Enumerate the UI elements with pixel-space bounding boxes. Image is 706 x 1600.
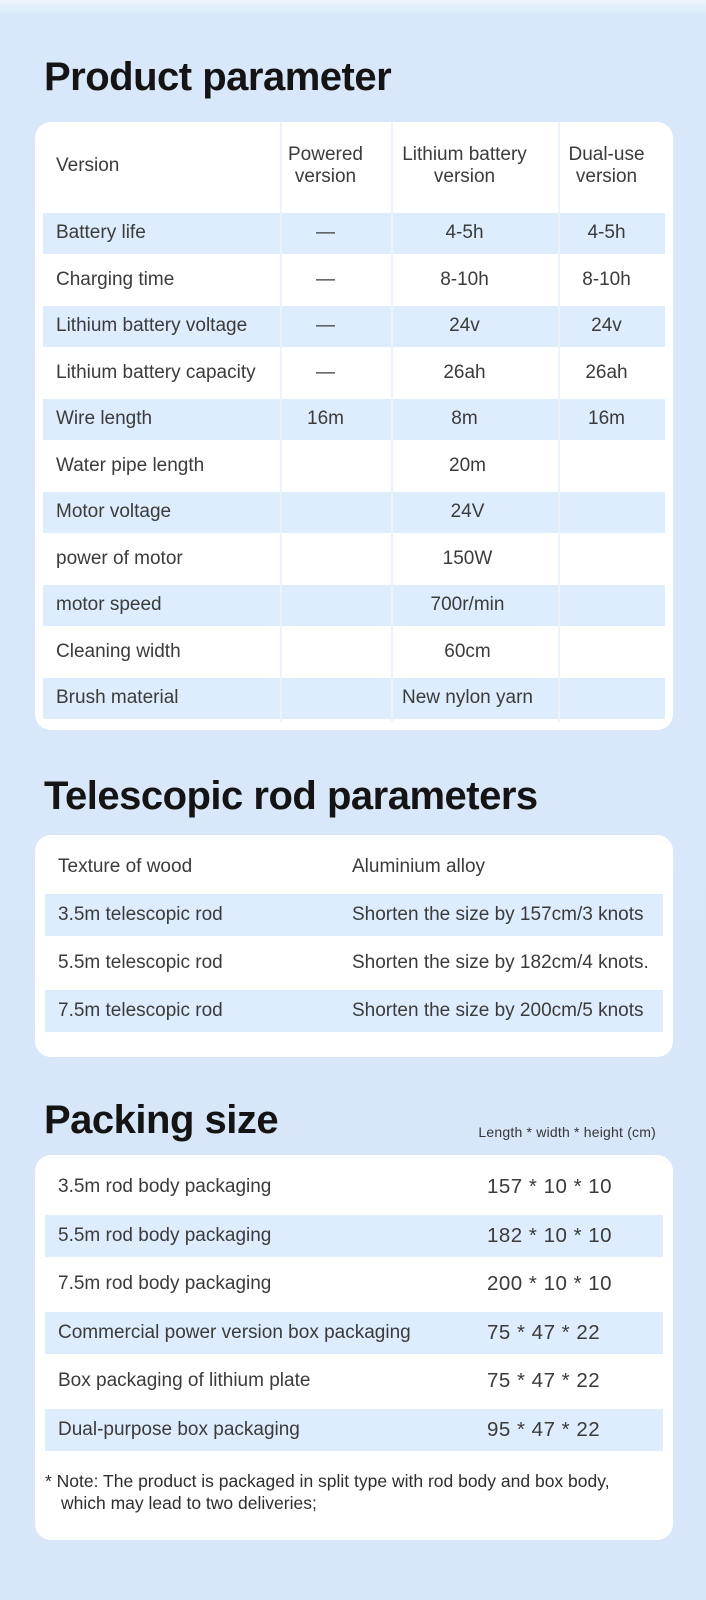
table-header-row: Version Powered version Lithium battery … bbox=[43, 122, 665, 210]
row-label: Battery life bbox=[56, 222, 146, 244]
column-divider bbox=[558, 122, 560, 722]
table-row: Lithium battery capacity — 26ah 26ah bbox=[43, 350, 665, 397]
column-header-version: Version bbox=[56, 155, 120, 177]
row-value: 20m bbox=[449, 454, 486, 476]
column-header-lithium-battery-version: Lithium battery version bbox=[402, 144, 527, 187]
table-row: Dual-purpose box packaging 95 * 47 * 22 bbox=[45, 1405, 663, 1454]
table-row: Lithium battery voltage — 24v 24v bbox=[43, 303, 665, 350]
table-row: 7.5m telescopic rod Shorten the size by … bbox=[45, 987, 663, 1035]
packing-size-card: 3.5m rod body packaging 157 * 10 * 10 5.… bbox=[35, 1155, 673, 1540]
table-row: Brush material New nylon yarn bbox=[43, 675, 665, 722]
row-label: Cleaning width bbox=[56, 640, 181, 662]
table-row: Wire length 16m 8m 16m bbox=[43, 396, 665, 443]
row-value: 60cm bbox=[444, 640, 491, 662]
row-value: Shorten the size by 182cm/4 knots. bbox=[352, 952, 649, 974]
row-label: power of motor bbox=[56, 547, 183, 569]
row-label: Box packaging of lithium plate bbox=[58, 1370, 311, 1392]
row-value: 4-5h bbox=[445, 222, 484, 244]
row-value: — bbox=[316, 361, 335, 383]
row-value: 700r/min bbox=[430, 594, 505, 616]
row-value: Shorten the size by 200cm/5 knots bbox=[352, 1000, 644, 1022]
row-label: 7.5m rod body packaging bbox=[58, 1273, 272, 1295]
row-value: 8-10h bbox=[582, 268, 631, 290]
row-value: 150W bbox=[442, 547, 493, 569]
row-value: 8-10h bbox=[440, 268, 489, 290]
row-label: Motor voltage bbox=[56, 501, 172, 523]
row-label: 7.5m telescopic rod bbox=[58, 1000, 223, 1022]
table-row: Cleaning width 60cm bbox=[43, 629, 665, 676]
row-value: Aluminium alloy bbox=[352, 856, 486, 878]
table-row: Motor voltage 24V bbox=[43, 489, 665, 536]
row-value: 200 * 10 * 10 bbox=[487, 1272, 613, 1296]
row-label: Texture of wood bbox=[58, 856, 193, 878]
row-value: 75 * 47 * 22 bbox=[487, 1320, 601, 1344]
table-row: 3.5m rod body packaging 157 * 10 * 10 bbox=[45, 1163, 663, 1212]
column-header-dual-use-version: Dual-use version bbox=[568, 144, 645, 187]
table-row: Box packaging of lithium plate 75 * 47 *… bbox=[45, 1357, 663, 1406]
table-row: Battery life — 4-5h 4-5h bbox=[43, 210, 665, 257]
row-label: Dual-purpose box packaging bbox=[58, 1418, 300, 1440]
table-row: 3.5m telescopic rod Shorten the size by … bbox=[45, 891, 663, 939]
row-value: Shorten the size by 157cm/3 knots bbox=[352, 904, 644, 926]
row-value: 24V bbox=[450, 501, 485, 523]
table-row: 7.5m rod body packaging 200 * 10 * 10 bbox=[45, 1260, 663, 1309]
row-label: Water pipe length bbox=[56, 454, 205, 476]
column-divider bbox=[391, 122, 393, 722]
row-value: 75 * 47 * 22 bbox=[487, 1369, 601, 1393]
row-value: New nylon yarn bbox=[402, 687, 533, 709]
row-label: Lithium battery voltage bbox=[56, 315, 248, 337]
telescopic-rod-title: Telescopic rod parameters bbox=[44, 774, 538, 818]
table-row: 5.5m rod body packaging 182 * 10 * 10 bbox=[45, 1211, 663, 1260]
row-label: Wire length bbox=[56, 408, 153, 430]
row-value: — bbox=[316, 268, 335, 290]
row-label: 3.5m rod body packaging bbox=[58, 1176, 272, 1198]
row-label: 5.5m telescopic rod bbox=[58, 952, 223, 974]
table-row: motor speed 700r/min bbox=[43, 582, 665, 629]
row-value: — bbox=[316, 222, 335, 244]
row-value: 24v bbox=[449, 315, 480, 337]
row-value: 26ah bbox=[443, 361, 486, 383]
telescopic-rod-table: Texture of wood Aluminium alloy 3.5m tel… bbox=[45, 843, 663, 1035]
row-value: 26ah bbox=[585, 361, 628, 383]
product-parameter-table: Version Powered version Lithium battery … bbox=[43, 122, 665, 722]
packing-note: * Note: The product is packaged in split… bbox=[45, 1470, 663, 1515]
row-label: Commercial power version box packaging bbox=[58, 1321, 411, 1343]
packing-note-line: * Note: The product is packaged in split… bbox=[45, 1471, 610, 1491]
row-value: 157 * 10 * 10 bbox=[487, 1175, 613, 1199]
row-label: Brush material bbox=[56, 687, 179, 709]
product-parameter-card: Version Powered version Lithium battery … bbox=[35, 122, 673, 730]
packing-size-title: Packing size bbox=[44, 1098, 279, 1142]
row-label: Lithium battery capacity bbox=[56, 361, 256, 383]
table-row: Water pipe length 20m bbox=[43, 443, 665, 490]
table-row: Charging time — 8-10h 8-10h bbox=[43, 257, 665, 304]
row-value: 4-5h bbox=[587, 222, 626, 244]
row-value: 16m bbox=[588, 408, 625, 430]
row-label: motor speed bbox=[56, 594, 162, 616]
row-value: 16m bbox=[307, 408, 344, 430]
row-value: 95 * 47 * 22 bbox=[487, 1417, 601, 1441]
row-label: Charging time bbox=[56, 268, 175, 290]
table-row: 5.5m telescopic rod Shorten the size by … bbox=[45, 939, 663, 987]
row-value: 182 * 10 * 10 bbox=[487, 1223, 613, 1247]
unit-label: Length * width * height (cm) bbox=[478, 1124, 656, 1140]
packing-size-table: 3.5m rod body packaging 157 * 10 * 10 5.… bbox=[45, 1163, 663, 1454]
packing-note-line: which may lead to two deliveries; bbox=[61, 1493, 317, 1514]
row-value: — bbox=[316, 315, 335, 337]
table-row: power of motor 150W bbox=[43, 536, 665, 583]
table-row: Commercial power version box packaging 7… bbox=[45, 1308, 663, 1357]
row-label: 3.5m telescopic rod bbox=[58, 904, 223, 926]
row-value: 8m bbox=[451, 408, 478, 430]
column-divider bbox=[280, 122, 282, 722]
telescopic-rod-card: Texture of wood Aluminium alloy 3.5m tel… bbox=[35, 835, 673, 1057]
table-row: Texture of wood Aluminium alloy bbox=[45, 843, 663, 891]
product-parameter-title: Product parameter bbox=[44, 55, 392, 99]
row-value: 24v bbox=[591, 315, 622, 337]
row-label: 5.5m rod body packaging bbox=[58, 1224, 272, 1246]
column-header-powered-version: Powered version bbox=[288, 144, 363, 187]
